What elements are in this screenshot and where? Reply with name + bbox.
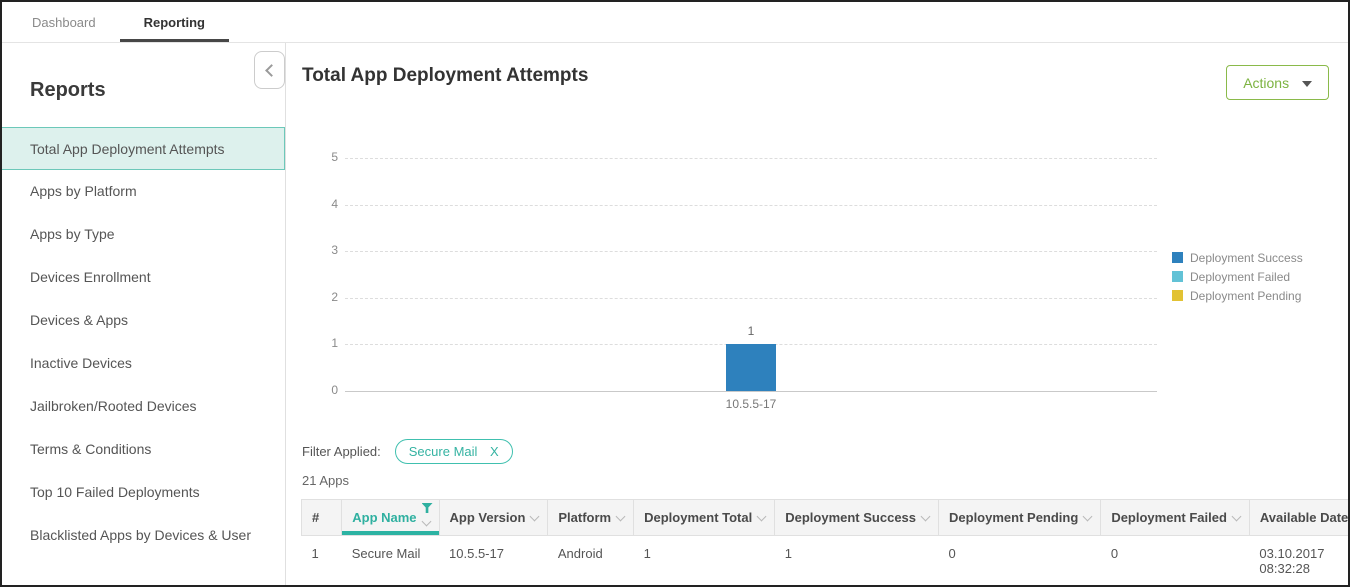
y-axis-tick-1: 1 [302,336,338,350]
cell-app-name: Secure Mail [342,536,439,587]
bar-deployment-success-10-5-5-17 [726,344,776,391]
filter-chip-secure-mail[interactable]: Secure Mail X [395,439,513,464]
column-header-[interactable]: # [302,500,342,536]
tab-dashboard[interactable]: Dashboard [8,2,120,42]
legend-item-deployment-failed[interactable]: Deployment Failed [1172,267,1303,286]
cell-app-version: 10.5.5-17 [439,536,548,587]
x-axis-tick-10-5-5-17: 10.5.5-17 [701,397,801,411]
cell-deployment-pending: 0 [939,536,1101,587]
sidebar-item-blacklisted-apps-by-devices-user[interactable]: Blacklisted Apps by Devices & User [2,514,285,557]
chevron-down-icon [1302,81,1312,87]
bar-value-label: 1 [721,324,781,338]
legend-label: Deployment Pending [1190,289,1301,303]
sidebar-item-terms-conditions[interactable]: Terms & Conditions [2,428,285,471]
chevron-down-icon[interactable] [421,517,431,527]
filter-funnel-icon [422,503,433,513]
sidebar-item-apps-by-platform[interactable]: Apps by Platform [2,170,285,213]
chevron-down-icon[interactable] [1231,512,1241,522]
column-header-platform[interactable]: Platform [548,500,634,536]
filter-applied-label: Filter Applied: [302,444,381,459]
filter-chip-remove-icon[interactable]: X [490,444,499,459]
y-axis-tick-3: 3 [302,243,338,257]
chevron-down-icon[interactable] [921,512,931,522]
legend-item-deployment-pending[interactable]: Deployment Pending [1172,286,1303,305]
gridline-5 [345,158,1157,159]
table-header-row: # App Name App Version Platform Deployment T… [302,500,1350,536]
gridline-0 [345,391,1157,392]
chevron-down-icon[interactable] [616,512,626,522]
y-axis-tick-5: 5 [302,150,338,164]
legend-swatch-deployment-failed [1172,271,1183,282]
table-row: 1Secure Mail10.5.5-17Android110003.10.20… [302,536,1350,587]
column-header-app-version[interactable]: App Version [439,500,548,536]
sidebar-collapse-button[interactable] [254,51,285,89]
actions-button[interactable]: Actions [1226,65,1329,100]
cell-: 1 [302,536,342,587]
column-header-label: # [312,510,319,525]
column-header-label: Deployment Total [644,510,752,525]
actions-button-label: Actions [1243,75,1289,91]
y-axis-tick-0: 0 [302,383,338,397]
gridline-2 [345,298,1157,299]
sidebar-item-top-10-failed-deployments[interactable]: Top 10 Failed Deployments [2,471,285,514]
column-header-app-name[interactable]: App Name [342,500,439,536]
legend-swatch-deployment-pending [1172,290,1183,301]
app-window: DashboardReporting Reports Total App Dep… [0,0,1350,587]
cell-platform: Android [548,536,634,587]
legend-swatch-deployment-success [1172,252,1183,263]
cell-available-date: 03.10.2017 08:32:28 [1249,536,1350,587]
apps-count: 21 Apps [302,473,349,488]
legend-label: Deployment Success [1190,251,1303,265]
chevron-down-icon[interactable] [530,512,540,522]
top-tab-bar: DashboardReporting [2,2,1348,43]
sidebar-item-apps-by-type[interactable]: Apps by Type [2,213,285,256]
filter-row: Filter Applied: Secure Mail X [302,439,513,464]
sidebar-item-total-app-deployment-attempts[interactable]: Total App Deployment Attempts [2,127,285,170]
column-header-deployment-failed[interactable]: Deployment Failed [1101,500,1250,536]
column-header-label: Platform [558,510,611,525]
column-header-label: App Version [450,510,526,525]
column-header-deployment-success[interactable]: Deployment Success [775,500,939,536]
sidebar-item-jailbroken-rooted-devices[interactable]: Jailbroken/Rooted Devices [2,385,285,428]
column-header-label: App Name [352,510,416,525]
chevron-left-icon [265,64,278,77]
legend-item-deployment-success[interactable]: Deployment Success [1172,248,1303,267]
y-axis-tick-4: 4 [302,197,338,211]
y-axis-tick-2: 2 [302,290,338,304]
chevron-down-icon[interactable] [757,512,767,522]
cell-deployment-success: 1 [775,536,939,587]
sidebar-title: Reports [2,43,285,102]
cell-deployment-failed: 0 [1101,536,1250,587]
column-header-deployment-pending[interactable]: Deployment Pending [939,500,1101,536]
gridline-4 [345,205,1157,206]
filter-chip-label: Secure Mail [409,444,478,459]
reports-sidebar: Reports Total App Deployment AttemptsApp… [2,43,286,585]
gridline-3 [345,251,1157,252]
column-header-available-date[interactable]: Available Date [1249,500,1350,536]
sidebar-item-inactive-devices[interactable]: Inactive Devices [2,342,285,385]
sidebar-item-devices-apps[interactable]: Devices & Apps [2,299,285,342]
chart-legend: Deployment Success Deployment Failed Deplo… [1172,248,1303,305]
legend-label: Deployment Failed [1190,270,1290,284]
column-header-deployment-total[interactable]: Deployment Total [634,500,775,536]
column-header-label: Deployment Pending [949,510,1078,525]
sidebar-item-devices-enrollment[interactable]: Devices Enrollment [2,256,285,299]
chevron-down-icon[interactable] [1083,512,1093,522]
tab-reporting[interactable]: Reporting [120,2,229,42]
column-header-label: Available Date [1260,510,1348,525]
apps-table: # App Name App Version Platform Deployment T… [301,499,1350,587]
page-title: Total App Deployment Attempts [302,65,588,87]
column-header-label: Deployment Success [785,510,916,525]
active-column-indicator [342,531,438,535]
main-content: Total App Deployment Attempts Actions 01… [287,43,1348,585]
cell-deployment-total: 1 [634,536,775,587]
column-header-label: Deployment Failed [1111,510,1227,525]
sidebar-items: Total App Deployment AttemptsApps by Pla… [2,127,285,557]
